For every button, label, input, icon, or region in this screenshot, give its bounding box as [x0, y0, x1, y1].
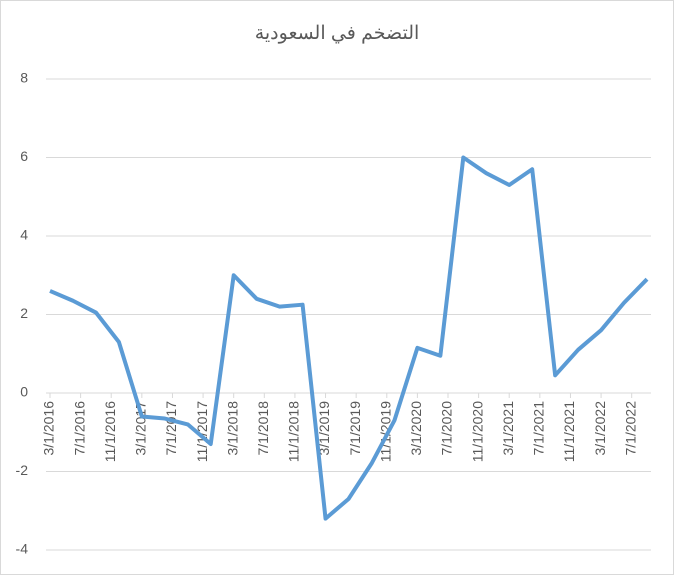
x-tick-label: 11/1/2020	[469, 401, 485, 462]
y-tick-label: 8	[20, 70, 28, 86]
data-line	[49, 155, 649, 521]
x-tick-label: 3/1/2017	[133, 401, 149, 456]
x-tick-label: 7/1/2018	[255, 401, 271, 456]
x-tick-label: 3/1/2021	[500, 401, 516, 456]
y-tick-label: -2	[16, 462, 29, 478]
chart-title: التضخم في السعودية	[255, 23, 420, 44]
x-tick-label: 11/1/2017	[194, 401, 210, 462]
x-tick-label: 3/1/2020	[408, 401, 424, 456]
x-tick-label: 3/1/2022	[592, 401, 608, 456]
x-tick-label: 3/1/2018	[224, 401, 240, 456]
y-tick-label: 4	[20, 227, 28, 243]
x-tick-label: 7/1/2016	[71, 401, 87, 456]
y-tick-label: -4	[16, 541, 29, 557]
y-tick-label: 0	[20, 384, 28, 400]
x-tick-label: 7/1/2021	[531, 401, 547, 456]
x-tick-label: 7/1/2019	[347, 401, 363, 456]
x-tick-label: 7/1/2020	[439, 401, 455, 456]
x-tick-label: 7/1/2017	[163, 401, 179, 456]
x-tick-label: 11/1/2018	[286, 401, 302, 462]
x-tick-label: 11/1/2019	[377, 401, 393, 462]
y-tick-label: 6	[20, 148, 28, 164]
x-tick-label: 11/1/2021	[561, 401, 577, 462]
x-tick-label: 11/1/2016	[102, 401, 118, 462]
y-tick-label: 2	[20, 305, 28, 321]
x-tick-label: 3/1/2019	[316, 401, 332, 456]
x-tick-label: 7/1/2022	[622, 401, 638, 456]
x-tick-label: 3/1/2016	[41, 401, 57, 456]
